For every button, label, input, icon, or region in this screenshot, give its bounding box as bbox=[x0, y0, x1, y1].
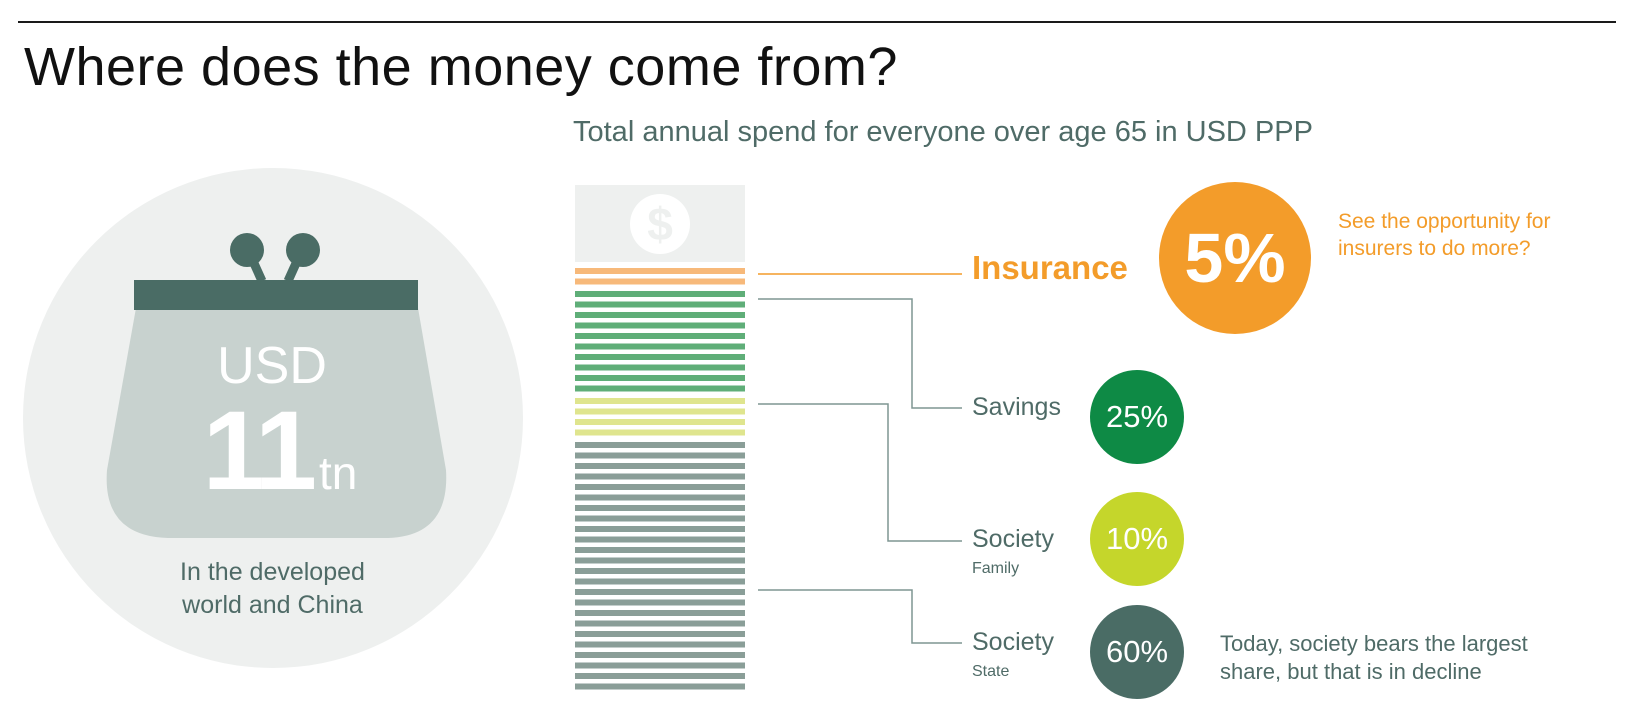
savings-bar-stripe bbox=[575, 301, 745, 308]
savings-bar-stripe bbox=[575, 322, 745, 329]
state-bar-stripe bbox=[575, 505, 745, 511]
family-bar-stripe bbox=[575, 419, 745, 425]
savings-bar-stripe bbox=[575, 312, 745, 318]
dollar-coin-icon: $ bbox=[630, 194, 690, 254]
state-bar-stripe bbox=[575, 652, 745, 658]
state-bar-stripe bbox=[575, 557, 745, 564]
coin-purse-icon bbox=[106, 233, 447, 538]
savings-bar-stripe bbox=[575, 343, 745, 350]
purse-clasp-right-knob bbox=[286, 233, 320, 267]
family-bar-stripe bbox=[575, 398, 745, 404]
total-amount-unit: tn bbox=[319, 447, 358, 499]
family-bar-stripe bbox=[575, 408, 745, 415]
insurance-note: See the opportunity for insurers to do m… bbox=[1338, 210, 1551, 260]
connector-lines bbox=[758, 273, 962, 644]
state-bar-stripe bbox=[575, 641, 745, 648]
currency-label: USD bbox=[217, 337, 327, 395]
savings-connector-line bbox=[758, 298, 962, 409]
savings-bar-stripe bbox=[575, 354, 745, 360]
family-sublabel: Family bbox=[972, 560, 1020, 577]
state-bar-stripe bbox=[575, 463, 745, 469]
purse-body bbox=[106, 308, 447, 538]
dollar-coin-glyph: $ bbox=[647, 198, 673, 250]
savings-label: Savings bbox=[972, 393, 1061, 421]
page-title: Where does the money come from? bbox=[24, 37, 898, 97]
total-amount-number: 11 bbox=[202, 388, 317, 513]
state-bar-stripe bbox=[575, 494, 745, 501]
state-bar-stripe bbox=[575, 620, 745, 627]
insurance-bar-stripe bbox=[575, 278, 745, 285]
state-connector-line bbox=[758, 589, 962, 644]
family-connector-line bbox=[758, 403, 962, 542]
purse-frame bbox=[134, 280, 418, 310]
state-bar-stripe bbox=[575, 536, 745, 543]
savings-share-circle: 25% bbox=[1090, 370, 1184, 464]
state-note: Today, society bears the largest share, … bbox=[1220, 631, 1528, 684]
savings-bar-stripe bbox=[575, 291, 745, 297]
insurance-share-circle: 5% bbox=[1159, 182, 1311, 334]
state-bar-stripe bbox=[575, 452, 745, 459]
insurance-bar-stripe bbox=[575, 268, 745, 274]
state-bar-stripe bbox=[575, 631, 745, 637]
total-caption-line-1: In the developed bbox=[180, 558, 365, 586]
state-bar-stripe bbox=[575, 515, 745, 522]
savings-bar-stripe bbox=[575, 375, 745, 381]
insurance-label: Insurance bbox=[972, 249, 1128, 286]
state-bar-stripe bbox=[575, 547, 745, 553]
savings-bar-stripe bbox=[575, 364, 745, 371]
family-share-circle: 10% bbox=[1090, 492, 1184, 586]
savings-bar-stripe bbox=[575, 333, 745, 339]
state-bar-stripe bbox=[575, 578, 745, 585]
state-share-circle: 60% bbox=[1090, 605, 1184, 699]
state-bar-stripe bbox=[575, 610, 745, 616]
state-bar-stripe bbox=[575, 442, 745, 448]
state-bar-stripe bbox=[575, 568, 745, 574]
state-label: Society bbox=[972, 628, 1054, 656]
chart-subtitle: Total annual spend for everyone over age… bbox=[573, 116, 1313, 148]
dollar-coin-circle bbox=[630, 194, 690, 254]
total-amount: 11 tn bbox=[150, 386, 410, 515]
total-caption-line-2: world and China bbox=[182, 591, 363, 619]
state-bar-stripe bbox=[575, 599, 745, 606]
purse-clasp-left-knob bbox=[230, 233, 264, 267]
top-rule bbox=[18, 21, 1616, 23]
bar-stripes bbox=[575, 268, 745, 690]
state-bar-stripe bbox=[575, 589, 745, 595]
family-label: Society bbox=[972, 525, 1054, 553]
total-caption: In the developed world and China bbox=[150, 556, 395, 622]
family-bar-stripe bbox=[575, 429, 745, 436]
state-bar-stripe bbox=[575, 683, 745, 690]
state-bar-stripe bbox=[575, 662, 745, 669]
state-bar-stripe bbox=[575, 526, 745, 532]
state-bar-stripe bbox=[575, 484, 745, 490]
state-bar-stripe bbox=[575, 473, 745, 480]
state-bar-stripe bbox=[575, 673, 745, 679]
state-sublabel: State bbox=[972, 663, 1010, 680]
savings-bar-stripe bbox=[575, 385, 745, 392]
